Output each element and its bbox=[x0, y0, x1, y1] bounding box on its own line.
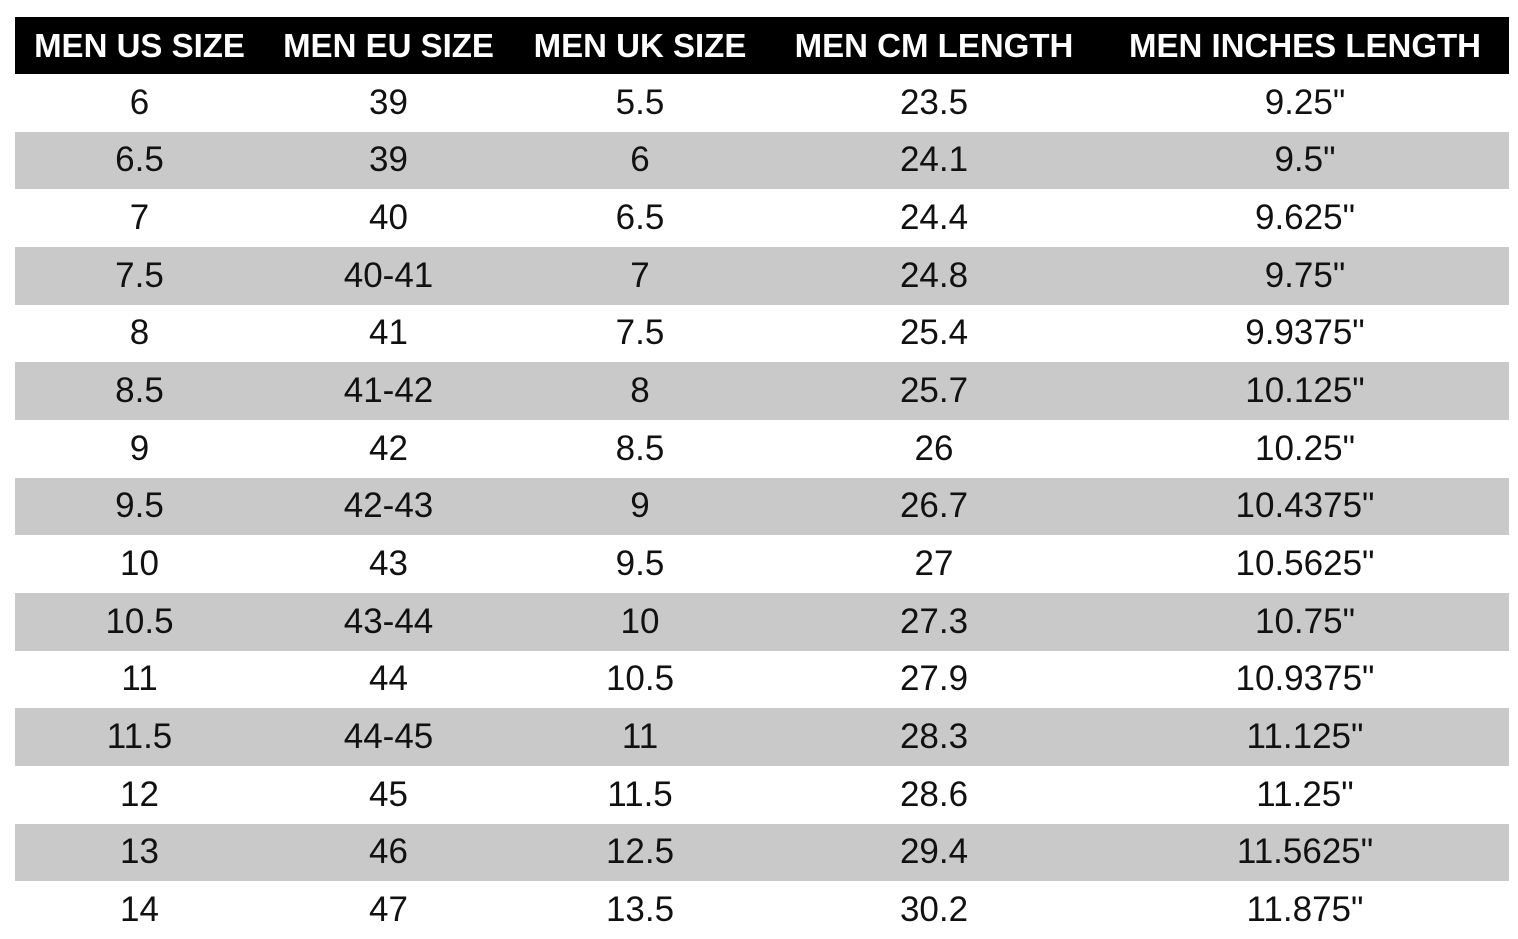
header-cell: MEN INCHES LENGTH bbox=[1128, 26, 1481, 64]
table-cell: 13.5 bbox=[605, 890, 675, 930]
table-cell: 11.5 bbox=[106, 717, 173, 757]
table-row: 11.5 44-45 11 28.3 11.125" bbox=[15, 708, 1509, 766]
table-cell: 10.125" bbox=[1245, 371, 1365, 411]
table-cell: 30.2 bbox=[899, 890, 969, 930]
table-cell: 27.3 bbox=[899, 601, 969, 641]
table-row: 8 41 7.5 25.4 9.9375" bbox=[15, 305, 1509, 363]
table-cell: 9.5 bbox=[615, 544, 665, 584]
table-cell: 10 bbox=[620, 601, 660, 641]
table-cell: 10.9375" bbox=[1235, 659, 1375, 699]
table-cell: 9 bbox=[630, 486, 650, 526]
table-cell: 12.5 bbox=[605, 832, 675, 872]
table-row: 7 40 6.5 24.4 9.625" bbox=[15, 189, 1509, 247]
table-cell: 47 bbox=[369, 890, 408, 930]
table-cell: 5.5 bbox=[615, 82, 665, 122]
table-cell: 40-41 bbox=[343, 255, 434, 295]
table-cell: 46 bbox=[369, 832, 408, 872]
table-cell: 11.125" bbox=[1246, 717, 1364, 757]
table-cell: 28.3 bbox=[899, 717, 969, 757]
table-row: 7.5 40-41 7 24.8 9.75" bbox=[15, 246, 1509, 305]
table-cell: 24.8 bbox=[899, 255, 969, 295]
table-cell: 6 bbox=[630, 140, 650, 180]
table-cell: 9.75" bbox=[1264, 255, 1346, 295]
header-cell: MEN US SIZE bbox=[34, 26, 245, 64]
table-row: 9 42 8.5 26 10.25" bbox=[15, 420, 1509, 478]
table-cell: 8.5 bbox=[115, 371, 164, 411]
table-cell: 10.4375" bbox=[1235, 486, 1375, 526]
table-cell: 10.75" bbox=[1254, 601, 1355, 641]
table-cell: 6.5 bbox=[615, 198, 665, 238]
table-row: 8.5 41-42 8 25.7 10.125" bbox=[15, 362, 1509, 420]
table-cell: 9 bbox=[129, 428, 150, 468]
header-cell: MEN EU SIZE bbox=[283, 26, 494, 64]
table-cell: 24.1 bbox=[899, 140, 969, 180]
table-cell: 9.9375" bbox=[1245, 313, 1365, 353]
size-table: MEN US SIZE MEN EU SIZE MEN UK SIZE MEN CM … bbox=[15, 17, 1509, 939]
table-row: 11 44 10.5 27.9 10.9375" bbox=[15, 651, 1509, 709]
table-cell: 9.5 bbox=[115, 486, 164, 526]
table-cell: 7 bbox=[630, 255, 650, 295]
table-cell: 26.7 bbox=[899, 486, 969, 526]
table-cell: 9.625" bbox=[1254, 198, 1355, 238]
table-cell: 24.4 bbox=[899, 198, 969, 238]
table-cell: 8 bbox=[630, 371, 650, 411]
table-cell: 39 bbox=[369, 140, 408, 180]
table-cell: 42-43 bbox=[343, 486, 434, 526]
table-cell: 11.875" bbox=[1246, 890, 1364, 930]
table-cell: 9.25" bbox=[1264, 82, 1346, 122]
table-cell: 11.5 bbox=[607, 774, 673, 814]
header-row: MEN US SIZE MEN EU SIZE MEN UK SIZE MEN CM … bbox=[15, 17, 1509, 74]
table-cell: 45 bbox=[369, 774, 408, 814]
table-cell: 10.5 bbox=[605, 659, 675, 699]
table-cell: 43 bbox=[369, 544, 408, 584]
table-cell: 26 bbox=[914, 428, 954, 468]
table-cell: 8.5 bbox=[615, 428, 665, 468]
table-cell: 10.5 bbox=[105, 601, 174, 641]
table-cell: 10 bbox=[120, 544, 159, 584]
table-cell: 41-42 bbox=[343, 371, 434, 411]
table-cell: 9.5" bbox=[1274, 140, 1336, 180]
table-cell: 41 bbox=[369, 313, 408, 353]
table-cell: 42 bbox=[369, 428, 408, 468]
table-cell: 27.9 bbox=[899, 659, 969, 699]
table-row: 6.5 39 6 24.1 9.5" bbox=[15, 131, 1509, 190]
table-cell: 39 bbox=[369, 82, 408, 122]
table-cell: 43-44 bbox=[343, 601, 434, 641]
table-cell: 14 bbox=[120, 890, 159, 930]
table-row: 10.5 43-44 10 27.3 10.75" bbox=[15, 592, 1509, 651]
table-row: 14 47 13.5 30.2 11.875" bbox=[15, 881, 1509, 939]
table-cell: 10.25" bbox=[1254, 428, 1355, 468]
table-row: 13 46 12.5 29.4 11.5625" bbox=[15, 823, 1509, 882]
table-cell: 8 bbox=[129, 313, 150, 353]
table-cell: 7.5 bbox=[615, 313, 665, 353]
header-cell: MEN CM LENGTH bbox=[794, 26, 1074, 64]
table-cell: 13 bbox=[120, 832, 159, 872]
table-row: 6 39 5.5 23.5 9.25" bbox=[15, 74, 1509, 132]
table-row: 10 43 9.5 27 10.5625" bbox=[15, 535, 1509, 593]
table-cell: 11.5625" bbox=[1236, 832, 1374, 872]
table-cell: 6 bbox=[129, 82, 150, 122]
table-cell: 7.5 bbox=[115, 255, 164, 295]
table-cell: 7 bbox=[129, 198, 150, 238]
table-cell: 40 bbox=[369, 198, 408, 238]
table-cell: 10.5625" bbox=[1235, 544, 1375, 584]
table-cell: 25.7 bbox=[899, 371, 969, 411]
table-row: 12 45 11.5 28.6 11.25" bbox=[15, 766, 1509, 824]
table-cell: 11.25" bbox=[1256, 774, 1354, 814]
table-cell: 12 bbox=[120, 774, 159, 814]
table-cell: 27 bbox=[914, 544, 954, 584]
table-cell: 28.6 bbox=[899, 774, 969, 814]
header-cell: MEN UK SIZE bbox=[533, 26, 747, 64]
table-cell: 11 bbox=[621, 717, 659, 757]
table-cell: 44-45 bbox=[343, 717, 434, 757]
table-cell: 11 bbox=[121, 659, 158, 699]
table-row: 9.5 42-43 9 26.7 10.4375" bbox=[15, 477, 1509, 536]
table-cell: 23.5 bbox=[899, 82, 969, 122]
table-cell: 6.5 bbox=[115, 140, 164, 180]
table-cell: 29.4 bbox=[899, 832, 969, 872]
table-cell: 25.4 bbox=[899, 313, 969, 353]
table-cell: 44 bbox=[369, 659, 408, 699]
